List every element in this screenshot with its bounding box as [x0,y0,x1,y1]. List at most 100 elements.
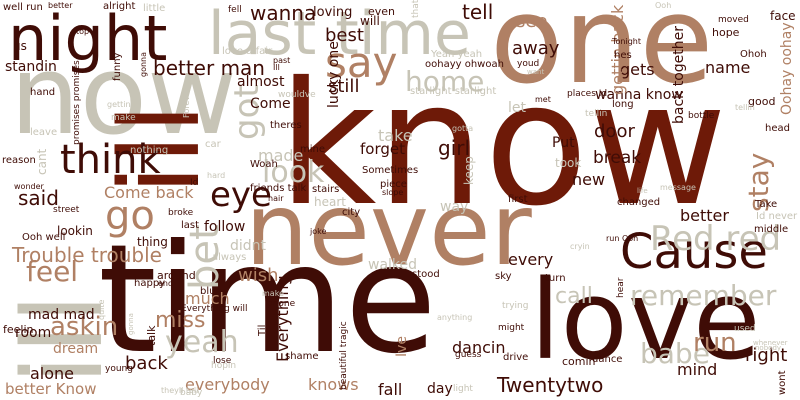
word-come-back: Come back [104,183,194,202]
word-still: still [328,76,360,97]
word-walked: walked [368,257,418,273]
word-ooh: Ooh [655,1,672,10]
word-best: best [325,25,364,46]
word-askin: askin [50,312,119,342]
word-past: past [273,56,291,65]
word-lookin: lookin [57,224,93,238]
word-stairs: stairs [312,184,340,195]
word-face: face [770,9,796,23]
word-run: run [693,328,737,358]
word-heart: heart [314,195,346,209]
word-hand: hand [30,87,56,98]
word-top: top [76,27,90,36]
word-home: home [405,65,485,98]
word-dance: dance [592,354,623,365]
word-night: night [8,2,168,75]
word-thing: thing [137,235,168,249]
word-said: said [18,186,59,210]
word-trouble-trouble: Trouble trouble [12,243,162,267]
word-lose: lose [213,356,232,366]
word-wanna-know: wanna know [595,87,683,103]
word-tonight: Tonight [612,37,641,46]
word-lucky-one: lucky one [326,41,342,108]
word-hair: hair [268,194,284,203]
word-babe: babe [640,337,710,370]
word-whenever: whenever [753,339,788,347]
word-want: want [527,68,545,76]
word-head: head [765,123,790,134]
word-come: Come [250,96,291,112]
word-mind: mind [677,360,718,379]
word-slope: slope [382,188,404,197]
word-used: used [734,324,756,334]
word-message: message [660,183,696,192]
word-til: Til [257,324,268,336]
word-leave: leave [30,127,58,138]
word-know: know [278,46,728,244]
word-twentytwo: Twentytwo [497,373,604,397]
word-starlight-starlight: starlight starlight [410,86,497,97]
word-wouldve: wouldve [278,90,316,100]
word-hear: hear [616,277,626,298]
word-better-man: better man [153,56,265,80]
word-funny: funny [112,52,123,81]
word-youd: youd [517,59,540,69]
word-never: never [245,171,532,288]
word-much: much [185,289,230,308]
word-piece: piece [380,179,407,190]
word-one: one [490,0,714,111]
word-everybody: everybody [185,375,270,394]
word-ohoh: Ohoh [740,49,767,60]
word-us: us [13,39,27,53]
word-phone: phone [267,299,296,309]
word-joke: joke [310,227,327,236]
word-yeah-yeah: Yeah yeah [431,49,483,60]
word-talk: talk [145,325,158,346]
word-make: make [111,113,136,123]
word-turn: turn [545,273,566,284]
word-say: say [325,38,398,87]
word-name: name [705,58,751,77]
word-will: will [360,14,380,28]
word-mad-mad: mad mad [28,307,95,323]
word-follow: follow [204,219,246,235]
word-bottle: bottle [688,111,715,121]
word-light: light [453,384,473,394]
word-quite: quite [97,299,106,320]
word-gets: gets [620,60,655,79]
word-right: right [745,345,788,366]
word-room: room [15,325,52,341]
word-changed: changed [617,197,661,208]
word-comin: comin [562,355,596,368]
word-cause: Cause [620,224,768,280]
word-middle: middle [754,224,789,235]
word-always: always [212,252,247,263]
word-break: break [593,148,642,168]
word-even: even [368,5,396,18]
word-every: every [508,250,554,269]
word-everything-will: Everything will [181,304,248,314]
word-wanna: wanna [250,1,317,25]
word-feel: feel [26,255,79,288]
word-beautiful-tragic: beautiful tragic [339,321,349,390]
word-girl: girl [438,136,471,160]
word-standin: standin [5,59,57,75]
word-sometimes: Sometimes [362,165,419,176]
word-take: Take [755,199,778,210]
word-gonna: gonna [139,51,148,77]
word-id-never: Id never [756,211,798,222]
word-ill: Ill [273,63,280,72]
word-around: around [157,269,196,282]
word-time: time [98,213,437,387]
word-miss: miss [155,308,206,333]
word-nobody: nobody [755,344,782,352]
word-love: love [530,256,761,384]
word-end: end [158,279,174,288]
word-trying: trying [502,301,529,311]
word-reason: reason [2,155,36,166]
word-car: car [205,139,221,150]
word-fell: fell [228,5,242,15]
word-hopin: hopin [211,361,237,371]
word-baby: baby [180,388,203,398]
